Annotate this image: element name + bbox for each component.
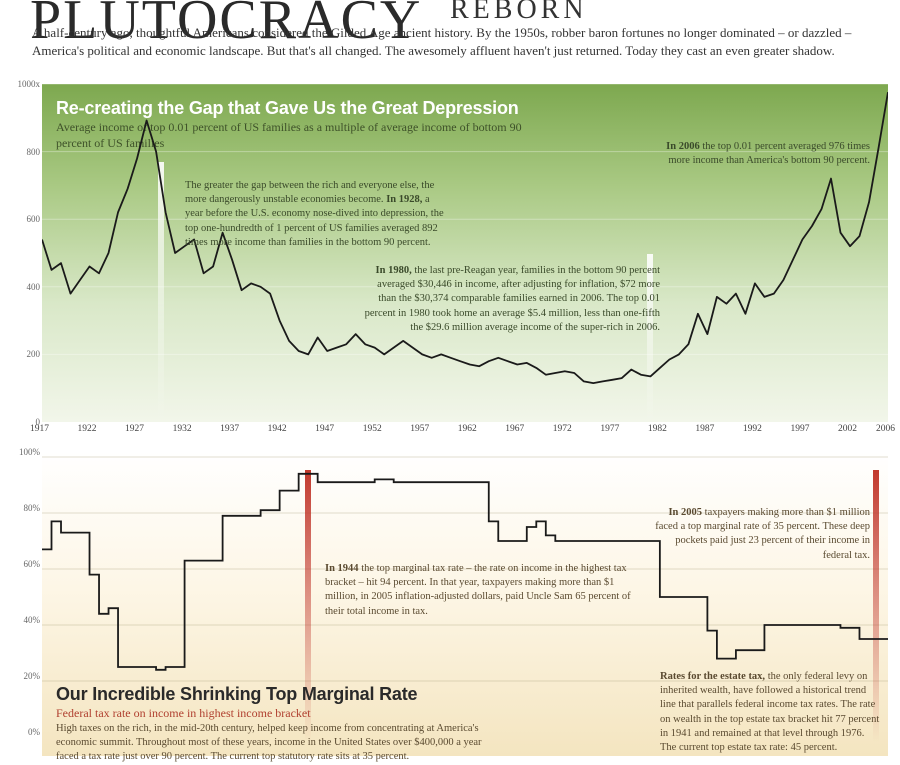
gap-chart-xtick: 1937: [220, 424, 239, 434]
gap-chart-xtick: 1997: [790, 424, 809, 434]
tax-chart-annot-2005: In 2005 taxpayers making more than $1 mi…: [650, 506, 870, 563]
tax-chart-heading: Our Incredible Shrinking Top Marginal Ra…: [56, 684, 417, 705]
gap-chart-xtick: 1932: [173, 424, 192, 434]
gap-chart-xtick: 1947: [315, 424, 334, 434]
gap-chart: Re-creating the Gap that Gave Us the Gre…: [30, 84, 888, 437]
tax-chart-ytick: 80%: [24, 503, 41, 513]
tax-chart-ytick: 60%: [24, 559, 41, 569]
gap-chart-xtick: 1962: [458, 424, 477, 434]
tax-chart-subhead: Federal tax rate on income in highest in…: [56, 706, 311, 721]
gap-chart-xaxis: 1917192219271932193719421947195219571962…: [42, 424, 888, 440]
tax-chart-ytick: 20%: [24, 671, 41, 681]
gap-chart-xtick: 2006: [876, 424, 895, 434]
gap-chart-xtick: 1992: [743, 424, 762, 434]
gap-chart-xtick: 1982: [648, 424, 667, 434]
gap-chart-xtick: 1952: [363, 424, 382, 434]
gap-chart-ytick: 200: [27, 349, 41, 359]
gap-chart-annot-1980: In 1980, the last pre-Reagan year, famil…: [360, 264, 660, 335]
gap-chart-xtick: 1927: [125, 424, 144, 434]
tax-chart: 0%20%40%60%80%100% In 1944 the top margi…: [30, 452, 888, 756]
gap-chart-xtick: 1972: [553, 424, 572, 434]
tax-chart-ytick: 100%: [19, 447, 40, 457]
tax-chart-ytick: 0%: [28, 727, 40, 737]
gap-chart-xtick: 1977: [600, 424, 619, 434]
intro-text: A half-century ago, thoughtful Americans…: [32, 24, 852, 59]
tax-chart-ytick: 40%: [24, 615, 41, 625]
gap-chart-xtick: 1967: [505, 424, 524, 434]
gap-chart-ytick: 400: [27, 282, 41, 292]
gap-chart-xtick: 1957: [410, 424, 429, 434]
gap-chart-ytick: 1000x: [18, 79, 41, 89]
gap-chart-yaxis: 02004006008001000x: [2, 84, 40, 422]
gap-chart-xtick: 1987: [695, 424, 714, 434]
page-subtitle: REBORN: [450, 0, 588, 26]
tax-chart-annot-estate: Rates for the estate tax, the only feder…: [660, 670, 880, 755]
gap-chart-xtick: 1922: [78, 424, 97, 434]
tax-chart-bodytext: High taxes on the rich, in the mid-20th …: [56, 722, 506, 765]
gap-chart-annot-1928: The greater the gap between the rich and…: [185, 179, 445, 250]
gap-chart-xtick: 2002: [838, 424, 857, 434]
tax-chart-yaxis: 0%20%40%60%80%100%: [6, 452, 40, 732]
gap-chart-ytick: 800: [27, 147, 41, 157]
tax-chart-annot-1944: In 1944 the top marginal tax rate – the …: [325, 562, 645, 619]
gap-chart-ytick: 600: [27, 214, 41, 224]
gap-chart-annot-2006: In 2006 the top 0.01 percent averaged 97…: [660, 140, 870, 168]
gap-chart-xtick: 1917: [30, 424, 49, 434]
gap-chart-line: [42, 84, 888, 422]
gap-chart-xtick: 1942: [268, 424, 287, 434]
